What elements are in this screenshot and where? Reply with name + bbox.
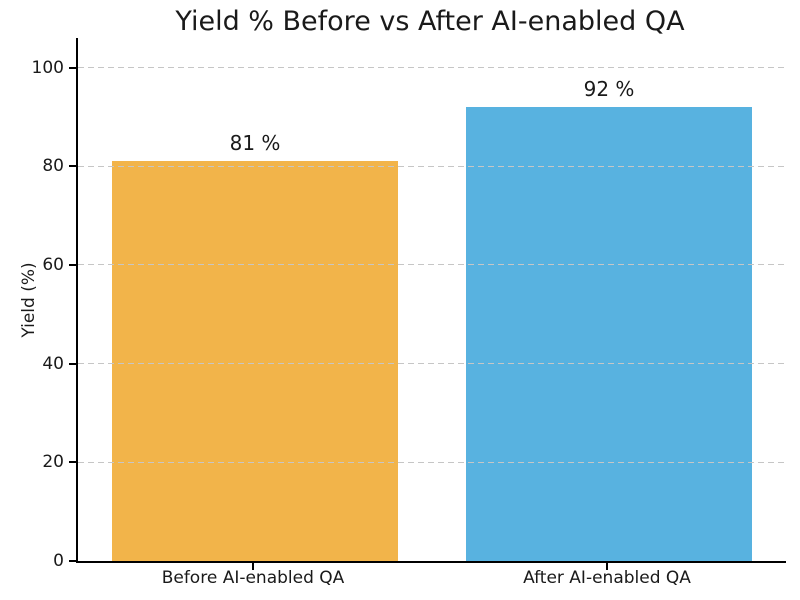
x-tick-mark bbox=[606, 563, 608, 570]
x-tick-mark bbox=[252, 563, 254, 570]
bar-before bbox=[111, 161, 399, 561]
y-tick-label: 80 bbox=[42, 156, 64, 177]
y-tick-label: 100 bbox=[31, 57, 64, 78]
y-tick-mark bbox=[69, 165, 76, 168]
y-tick-label: 60 bbox=[42, 254, 64, 275]
gridline-y100 bbox=[78, 66, 786, 69]
y-tick-mark bbox=[69, 461, 76, 464]
chart-title: Yield % Before vs After AI-enabled QA bbox=[175, 6, 685, 37]
x-tick-label: Before AI-enabled QA bbox=[161, 568, 345, 588]
x-tick-label: After AI-enabled QA bbox=[523, 568, 691, 588]
gridline-y40 bbox=[78, 362, 786, 365]
gridline-y60 bbox=[78, 264, 786, 267]
y-tick-label: 40 bbox=[42, 353, 64, 374]
gridline-y20 bbox=[78, 461, 786, 464]
bar-value-label: 81 % bbox=[229, 131, 281, 156]
gridline-y80 bbox=[78, 165, 786, 168]
y-tick-mark bbox=[69, 66, 76, 69]
y-tick-mark bbox=[69, 263, 76, 266]
y-tick-mark bbox=[69, 362, 76, 365]
y-tick-label: 0 bbox=[53, 551, 64, 571]
bar-after bbox=[465, 107, 753, 561]
y-tick-mark bbox=[69, 560, 76, 562]
bar-value-label: 92 % bbox=[583, 77, 635, 102]
y-axis-label: Yield (%) bbox=[19, 262, 39, 338]
plot-area: 81 % 92 % bbox=[76, 38, 786, 563]
y-tick-label: 20 bbox=[42, 452, 64, 473]
